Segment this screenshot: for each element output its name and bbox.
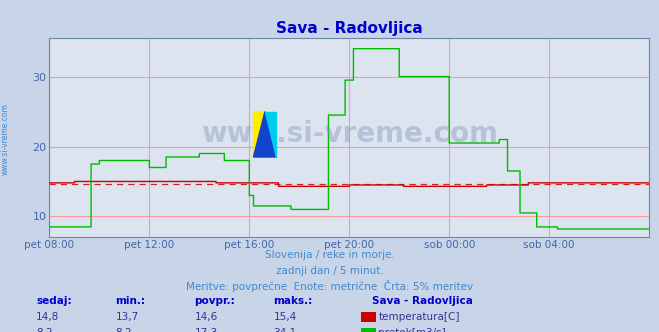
Text: min.:: min.: xyxy=(115,296,146,306)
Polygon shape xyxy=(265,112,276,157)
Text: Slovenija / reke in morje.: Slovenija / reke in morje. xyxy=(264,250,395,260)
Text: Meritve: povprečne  Enote: metrične  Črta: 5% meritev: Meritve: povprečne Enote: metrične Črta:… xyxy=(186,280,473,291)
Text: 14,8: 14,8 xyxy=(36,312,59,322)
Polygon shape xyxy=(254,112,276,157)
Text: 13,7: 13,7 xyxy=(115,312,138,322)
Polygon shape xyxy=(254,112,265,157)
Text: 34,1: 34,1 xyxy=(273,328,297,332)
Text: povpr.:: povpr.: xyxy=(194,296,235,306)
Text: 17,3: 17,3 xyxy=(194,328,217,332)
Text: www.si-vreme.com: www.si-vreme.com xyxy=(201,120,498,148)
Text: zadnji dan / 5 minut.: zadnji dan / 5 minut. xyxy=(275,266,384,276)
Text: pretok[m3/s]: pretok[m3/s] xyxy=(378,328,446,332)
Title: Sava - Radovljica: Sava - Radovljica xyxy=(276,21,422,36)
Text: maks.:: maks.: xyxy=(273,296,313,306)
Text: 14,6: 14,6 xyxy=(194,312,217,322)
Text: 8,2: 8,2 xyxy=(115,328,132,332)
Text: sedaj:: sedaj: xyxy=(36,296,72,306)
Text: 8,2: 8,2 xyxy=(36,328,53,332)
Text: temperatura[C]: temperatura[C] xyxy=(378,312,460,322)
Text: 15,4: 15,4 xyxy=(273,312,297,322)
Text: Sava - Radovljica: Sava - Radovljica xyxy=(372,296,473,306)
Text: www.si-vreme.com: www.si-vreme.com xyxy=(1,104,10,175)
